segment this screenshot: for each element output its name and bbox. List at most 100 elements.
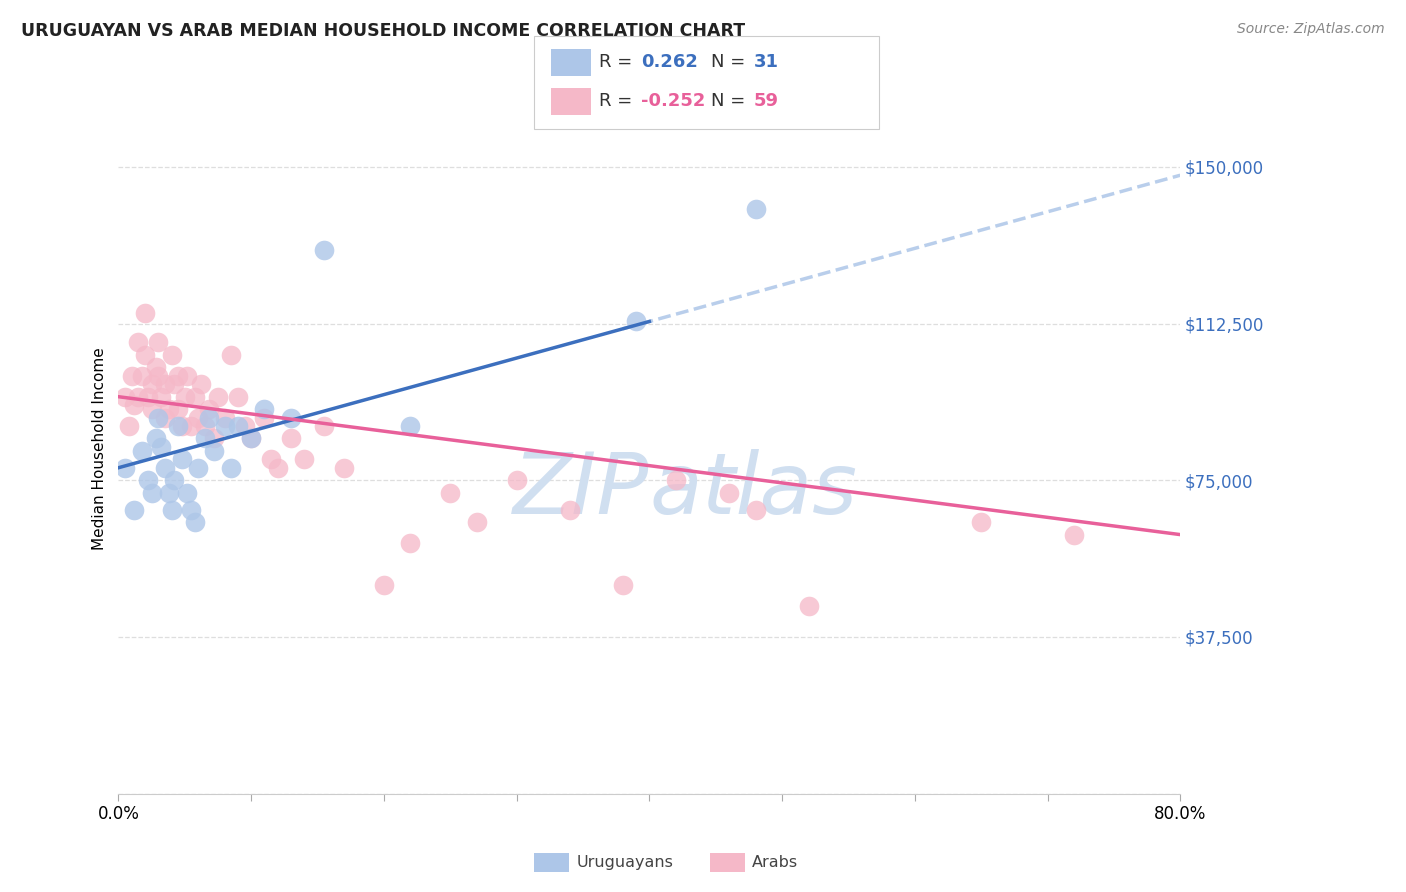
Point: [173, 390, 195, 404]
Y-axis label: Median Household Income: Median Household Income: [93, 348, 107, 550]
Point: [131, 368, 153, 383]
Point: [194, 419, 217, 434]
Point: [127, 390, 149, 404]
Point: [314, 419, 336, 434]
Point: [717, 485, 740, 500]
Point: [240, 432, 263, 446]
Point: [153, 410, 176, 425]
Text: URUGUAYAN VS ARAB MEDIAN HOUSEHOLD INCOME CORRELATION CHART: URUGUAYAN VS ARAB MEDIAN HOUSEHOLD INCOM…: [21, 22, 745, 40]
Point: [253, 410, 276, 425]
Point: [233, 419, 256, 434]
Text: 0.262: 0.262: [641, 53, 697, 70]
Point: [176, 485, 198, 500]
Text: Arabs: Arabs: [752, 855, 799, 870]
Point: [148, 368, 170, 383]
Text: -0.252: -0.252: [641, 92, 706, 110]
Point: [153, 377, 176, 392]
Point: [333, 460, 356, 475]
Point: [127, 335, 149, 350]
Point: [153, 460, 176, 475]
Point: [184, 515, 207, 529]
Point: [141, 485, 163, 500]
Text: N =: N =: [711, 92, 745, 110]
Point: [149, 440, 172, 454]
Point: [124, 502, 146, 516]
Point: [253, 402, 276, 417]
Point: [134, 306, 156, 320]
Point: [240, 432, 263, 446]
Point: [167, 419, 190, 434]
Point: [194, 432, 217, 446]
Text: ZIP: ZIP: [513, 449, 650, 532]
Point: [558, 502, 581, 516]
Point: [141, 402, 163, 417]
Point: [114, 390, 136, 404]
Point: [136, 390, 159, 404]
Point: [197, 410, 219, 425]
Point: [214, 410, 236, 425]
Point: [121, 368, 143, 383]
Point: [202, 432, 225, 446]
Text: 59: 59: [754, 92, 779, 110]
Text: N =: N =: [711, 53, 745, 70]
Point: [167, 368, 190, 383]
Point: [197, 402, 219, 417]
Point: [187, 410, 209, 425]
Point: [202, 444, 225, 458]
Point: [624, 314, 647, 328]
Point: [176, 368, 198, 383]
Text: 31: 31: [754, 53, 779, 70]
Point: [465, 515, 488, 529]
Text: atlas: atlas: [650, 449, 858, 532]
Point: [399, 419, 422, 434]
Point: [505, 473, 527, 487]
Point: [190, 377, 212, 392]
Point: [267, 460, 290, 475]
Point: [180, 502, 202, 516]
Point: [219, 460, 242, 475]
Point: [612, 578, 634, 592]
Point: [134, 348, 156, 362]
Point: [118, 419, 141, 434]
Point: [145, 360, 167, 375]
Point: [148, 410, 170, 425]
Point: [160, 502, 183, 516]
Text: R =: R =: [599, 53, 633, 70]
Point: [439, 485, 461, 500]
Point: [160, 348, 183, 362]
Point: [172, 452, 194, 467]
Point: [292, 452, 315, 467]
Point: [136, 473, 159, 487]
Point: [180, 419, 202, 434]
Point: [970, 515, 993, 529]
Point: [157, 485, 180, 500]
Point: [124, 398, 146, 412]
Point: [157, 402, 180, 417]
Point: [167, 402, 190, 417]
Point: [187, 460, 209, 475]
Point: [148, 335, 170, 350]
Text: Uruguayans: Uruguayans: [576, 855, 673, 870]
Point: [207, 390, 229, 404]
Point: [665, 473, 688, 487]
Point: [399, 536, 422, 550]
Point: [172, 419, 194, 434]
Text: R =: R =: [599, 92, 633, 110]
Point: [114, 460, 136, 475]
Point: [163, 473, 186, 487]
Point: [214, 419, 236, 434]
Point: [219, 348, 242, 362]
Point: [280, 410, 302, 425]
Point: [163, 377, 186, 392]
Point: [797, 599, 820, 613]
Point: [131, 444, 153, 458]
Text: Source: ZipAtlas.com: Source: ZipAtlas.com: [1237, 22, 1385, 37]
Point: [141, 377, 163, 392]
Point: [373, 578, 395, 592]
Point: [280, 432, 302, 446]
Point: [149, 390, 172, 404]
Point: [145, 432, 167, 446]
Point: [314, 244, 336, 258]
Point: [226, 419, 249, 434]
Point: [184, 390, 207, 404]
